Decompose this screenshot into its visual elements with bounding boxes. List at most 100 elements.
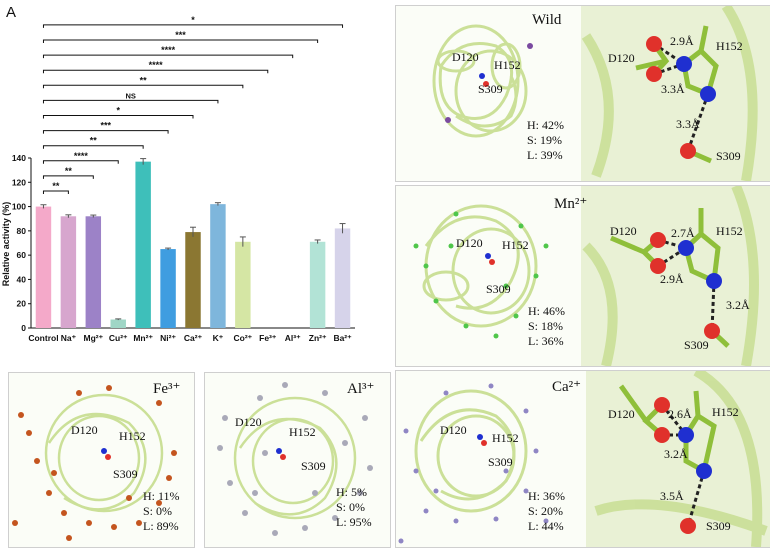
structure-panel-fe: Fe³⁺ D120 H152 S309 H: 11% S: 0% L: 89% [8, 372, 195, 548]
y-tick-label: 40 [17, 274, 27, 284]
significance-bracket [42, 130, 169, 134]
wild-residue-d120: D120 [452, 50, 479, 64]
wild-residue-h152: H152 [494, 58, 521, 72]
significance-bracket [42, 54, 294, 59]
mn-zoom-h152: H152 [716, 224, 743, 238]
y-tick-label: 20 [17, 299, 27, 309]
ca-residue-s309: S309 [488, 455, 513, 469]
category-label: Ca²⁺ [184, 333, 203, 343]
wild-residue-s309: S309 [478, 82, 503, 96]
ca-distance-2: 3.2Å [664, 447, 688, 461]
significance-bracket [42, 24, 344, 28]
significance-bracket [42, 115, 194, 119]
category-label: Cu²⁺ [109, 333, 128, 343]
mn-distance-2: 2.9Å [660, 272, 684, 286]
y-tick-label: 100 [12, 202, 26, 212]
relative-activity-chart: **************NS************** 020406080… [1, 15, 355, 343]
ca-title: Ca²⁺ [552, 379, 582, 395]
y-tick-label: 0 [21, 323, 26, 333]
significance-brackets: **************NS************** [42, 15, 344, 194]
category-label: Ba²⁺ [333, 333, 352, 343]
wild-structure-image [432, 6, 770, 181]
chart-axes: 0 20 40 60 80 100 120 140 [12, 153, 355, 333]
wild-stats: H: 42% S: 19% L: 39% [527, 118, 564, 162]
fe-residue-h152: H152 [119, 429, 146, 443]
al-stats: H: 5% S: 0% L: 95% [336, 485, 372, 529]
category-label: Co²⁺ [234, 333, 253, 343]
category-label: Control [28, 333, 58, 343]
al-residue-s309: S309 [301, 459, 326, 473]
significance-label: ** [52, 181, 60, 191]
chart-bars: Control Na⁺ Mg²⁺ Cu²⁺ Mn²⁺ Ni²⁺ Ca²⁺ K⁺ Co²⁺ Fe³⁺… [28, 158, 352, 343]
significance-bracket [42, 160, 119, 164]
significance-bracket [42, 39, 319, 43]
ca-zoom-h152: H152 [712, 405, 739, 419]
category-label: Zn²⁺ [309, 333, 327, 343]
ca-zoom-s309: S309 [706, 519, 731, 533]
significance-bracket [42, 175, 94, 179]
mn-zoom-d120: D120 [610, 224, 637, 238]
category-label: K⁺ [213, 333, 224, 343]
significance-label: **** [161, 45, 176, 55]
fe-structure-image [12, 385, 177, 541]
ca-residue-h152: H152 [492, 431, 519, 445]
significance-bracket [42, 69, 269, 74]
bar-4 [135, 161, 151, 328]
fe-title: Fe³⁺ [153, 381, 181, 397]
panel-label-a: A [6, 4, 17, 21]
y-axis-label: Relative activity (%) [1, 202, 11, 287]
al-structure-image [217, 382, 373, 536]
bar-12 [334, 228, 351, 328]
significance-bracket [42, 84, 244, 89]
mn-residue-d120: D120 [456, 236, 483, 250]
wild-distance-2: 3.3Å [661, 82, 685, 96]
y-tick-label: 120 [12, 177, 26, 187]
bar-11 [309, 241, 326, 328]
bar-2 [85, 216, 102, 328]
ca-distance-1: 2.6Å [668, 407, 692, 421]
wild-distance-1: 2.9Å [670, 34, 694, 48]
significance-label: * [191, 15, 195, 25]
significance-label: ** [65, 166, 73, 176]
bar-6 [185, 232, 201, 328]
bar-5 [160, 249, 176, 328]
wild-title: Wild [532, 12, 562, 28]
mn-structure-image [413, 186, 770, 366]
ca-stats: H: 36% S: 20% L: 44% [528, 489, 565, 533]
bar-0 [35, 206, 52, 328]
category-label: Al³⁺ [285, 333, 301, 343]
structure-panel-ca: Ca²⁺ D120 H152 S309 H: 36% S: 20% L: 44% D… [395, 370, 770, 548]
ca-structure-image [398, 371, 770, 547]
significance-label: * [116, 106, 120, 116]
fe-stats: H: 11% S: 0% L: 89% [143, 489, 180, 533]
mn-zoom-s309: S309 [684, 338, 709, 352]
al-title: Al³⁺ [347, 381, 375, 397]
y-tick-label: 140 [12, 153, 26, 163]
mn-stats: H: 46% S: 18% L: 36% [528, 304, 565, 348]
al-residue-h152: H152 [289, 425, 316, 439]
bar-1 [60, 216, 77, 328]
significance-bracket [42, 190, 69, 194]
structure-panel-mn: Mn²⁺ D120 H152 S309 H: 46% S: 18% L: 36% D… [395, 185, 770, 367]
ca-distance-3: 3.5Å [660, 489, 684, 503]
mn-residue-h152: H152 [502, 238, 529, 252]
wild-distance-3: 3.3Å [676, 117, 700, 131]
category-label: Na⁺ [61, 333, 77, 343]
wild-zoom-d120: D120 [608, 51, 635, 65]
significance-label: **** [74, 151, 89, 161]
significance-label: NS [125, 91, 135, 100]
bar-3 [110, 319, 126, 328]
bar-8 [235, 241, 251, 328]
significance-label: ** [140, 75, 148, 85]
significance-label: **** [149, 60, 164, 70]
significance-label: *** [175, 30, 186, 40]
significance-label: ** [90, 136, 98, 146]
y-tick-label: 60 [17, 250, 27, 260]
category-label: Mn²⁺ [133, 333, 153, 343]
mn-distance-3: 3.2Å [726, 298, 750, 312]
ca-residue-d120: D120 [440, 423, 467, 437]
ca-zoom-d120: D120 [608, 407, 635, 421]
y-tick-label: 80 [17, 226, 27, 236]
category-label: Mg²⁺ [84, 333, 104, 343]
al-residue-d120: D120 [235, 415, 262, 429]
